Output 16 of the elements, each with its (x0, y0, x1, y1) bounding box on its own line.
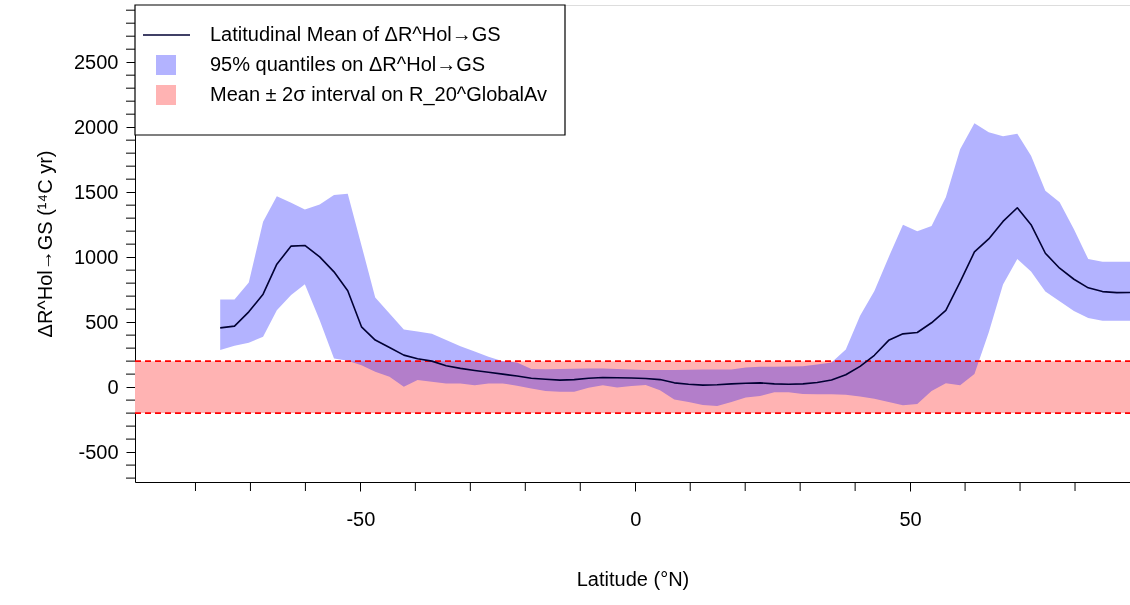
y-tick-label: -500 (78, 440, 119, 463)
x-tick-label: 50 (899, 507, 922, 530)
x-tick-label: 0 (630, 507, 642, 530)
line-series (219, 206, 1130, 386)
x-axis-title: Latitude (°N) (576, 567, 690, 590)
x-tick-label: -50 (346, 507, 376, 530)
y-tick-label: 1500 (74, 180, 119, 203)
legend-label: Mean ± 2σ interval on R_20^GlobalAv (210, 83, 547, 106)
y-tick-label: 2500 (74, 50, 119, 73)
y-tick-label: 1000 (74, 245, 119, 268)
y-axis-title: ΔR^Hol→GS (¹⁴C yr) (34, 150, 57, 338)
y-tick-label: 500 (85, 310, 119, 333)
legend-label: Latitudinal Mean of ΔR^Hol→GS (210, 23, 501, 45)
y-tick-label: 0 (107, 375, 119, 398)
y-tick-label: 2000 (74, 115, 119, 138)
legend-label: 95% quantiles on ΔR^Hol→GS (210, 53, 486, 75)
